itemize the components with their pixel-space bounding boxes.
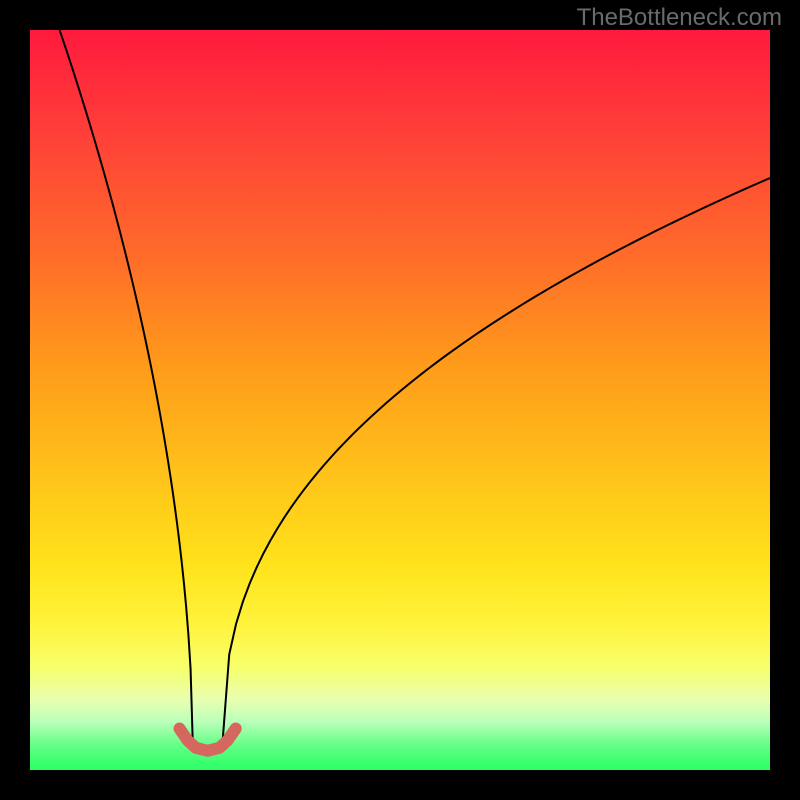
bottom-u-marker (179, 729, 235, 751)
plot-area (30, 30, 770, 770)
curve-layer (30, 30, 770, 770)
stage: TheBottleneck.com (0, 0, 800, 800)
watermark-text: TheBottleneck.com (577, 4, 782, 32)
curve-left-branch (60, 30, 193, 744)
curve-right-branch (222, 178, 770, 744)
